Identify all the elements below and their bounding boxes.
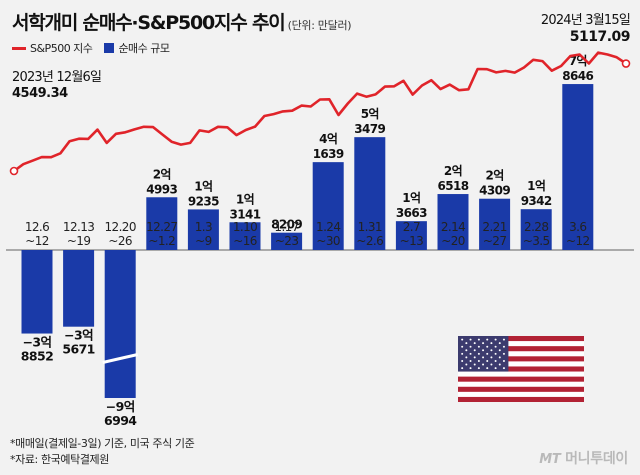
end-annotation: 2024년 3월15일 5117.09 bbox=[540, 12, 631, 46]
tick-label-2.21~27: 2.21 ~27 bbox=[482, 220, 506, 248]
tick-label-12.27~1.2: 12.27 ~1.2 bbox=[146, 220, 177, 248]
bar-label-2.21~27: 2억 4309 bbox=[479, 169, 510, 198]
tick-label-2.28~3.5: 2.28 ~3.5 bbox=[523, 220, 550, 248]
bar-label-12.20~26: −9억 6994 bbox=[104, 399, 137, 428]
start-annotation: 2023년 12월6일 4549.34 bbox=[12, 70, 102, 102]
line-start-marker bbox=[9, 166, 19, 176]
bar-3.6~12 bbox=[562, 84, 594, 250]
bar-label-2.14~20: 2억 6518 bbox=[438, 164, 469, 193]
tick-label-12.6~12: 12.6 ~12 bbox=[25, 220, 49, 248]
bar-label-1.3~9: 1억 9235 bbox=[188, 179, 219, 208]
bar-1.17~23 bbox=[271, 232, 303, 250]
bar-label-1.31~2.6: 5억 3479 bbox=[354, 107, 385, 136]
start-date: 2023년 12월6일 bbox=[12, 70, 102, 85]
bar-1.3~9 bbox=[187, 209, 219, 250]
legend-line-label: S&P500 지수 bbox=[30, 42, 93, 55]
chart-title: 서학개미 순매수·S&P500지수 추이 (단위: 만달러) bbox=[12, 8, 352, 35]
bar-label-1.24~30: 4억 1639 bbox=[313, 132, 344, 161]
bar-label-12.27~1.2: 2억 4993 bbox=[146, 167, 177, 196]
chart-title-text: 서학개미 순매수·S&P500지수 추이 bbox=[12, 12, 286, 34]
legend: S&P500 지수 순매수 규모 bbox=[12, 40, 170, 56]
line-group bbox=[9, 51, 631, 176]
end-value: 5117.09 bbox=[569, 29, 631, 45]
bar-2.14~20 bbox=[437, 194, 469, 250]
bar-1.24~30 bbox=[312, 162, 344, 250]
tick-labels-group: 12.6 ~12 12.13 ~19 12.20 ~26 12.27 ~1.2 1.3 ~9 1.1… bbox=[25, 220, 590, 248]
footnote-basis: *매매일(결제일-3일) 기준, 미국 주식 기준 bbox=[10, 437, 195, 450]
bar-label-1.17~23: 8209 bbox=[271, 218, 302, 232]
tick-label-12.13~19: 12.13 ~19 bbox=[63, 220, 94, 248]
footnote: *매매일(결제일-3일) 기준, 미국 주식 기준 *자료: 한국예탁결제원 bbox=[10, 436, 195, 468]
bar-2.7~13 bbox=[395, 221, 427, 250]
brand-mt: MT bbox=[539, 452, 561, 467]
bar-1.10~16 bbox=[229, 222, 261, 250]
unit-label: (단위: 만달러) bbox=[287, 19, 352, 32]
brand-name: 머니투데이 bbox=[565, 451, 628, 467]
footnote-source: *자료: 한국예탁결제원 bbox=[10, 453, 109, 466]
tick-label-1.24~30: 1.24 ~30 bbox=[316, 220, 340, 248]
start-value: 4549.34 bbox=[12, 86, 68, 101]
bar-1.31~2.6 bbox=[354, 137, 386, 250]
legend-bar-swatch bbox=[104, 43, 115, 53]
tick-label-1.17~23: 1.17 ~23 bbox=[274, 220, 298, 248]
bar-label-1.10~16: 1억 3141 bbox=[230, 192, 261, 221]
tick-label-3.6~12: 3.6 ~12 bbox=[566, 220, 590, 248]
legend-bar-label: 순매수 규모 bbox=[118, 42, 170, 55]
bar-12.13~19 bbox=[63, 250, 95, 327]
bar-label-2.28~3.5: 1억 9342 bbox=[521, 179, 552, 208]
bar-label-12.13~19: −3억 5671 bbox=[62, 328, 94, 357]
us-flag-icon bbox=[458, 336, 584, 402]
tick-label-1.31~2.6: 1.31 ~2.6 bbox=[356, 220, 383, 248]
tick-label-2.14~20: 2.14 ~20 bbox=[441, 220, 465, 248]
tick-label-1.10~16: 1.10 ~16 bbox=[233, 220, 257, 248]
bar-label-2.7~13: 1억 3663 bbox=[396, 191, 427, 220]
brand-logo: MT 머니투데이 bbox=[539, 448, 628, 468]
legend-line-swatch bbox=[12, 46, 26, 50]
line-end-marker bbox=[621, 59, 631, 68]
bars-group bbox=[21, 84, 594, 398]
bar-12.6~12 bbox=[21, 250, 53, 334]
bar-2.28~3.5 bbox=[520, 209, 552, 250]
bar-label-12.6~12: −3억 8852 bbox=[21, 335, 53, 364]
axis-break-mark bbox=[102, 353, 139, 364]
tick-label-2.7~13: 2.7 ~13 bbox=[400, 220, 424, 248]
sp500-line bbox=[12, 51, 628, 173]
bar-2.21~27 bbox=[479, 198, 511, 250]
tick-label-12.20~26: 12.20 ~26 bbox=[105, 220, 136, 248]
bar-12.27~1.2 bbox=[146, 197, 178, 250]
tick-label-1.3~9: 1.3 ~9 bbox=[195, 220, 212, 248]
bar-12.20~26 bbox=[104, 250, 136, 398]
end-date: 2024년 3월15일 bbox=[540, 13, 631, 28]
bar-labels-group: −3억 8852 −3억 5671 −9억 6994 2억 4993 1억 9235 1억 3141 8… bbox=[21, 54, 594, 428]
